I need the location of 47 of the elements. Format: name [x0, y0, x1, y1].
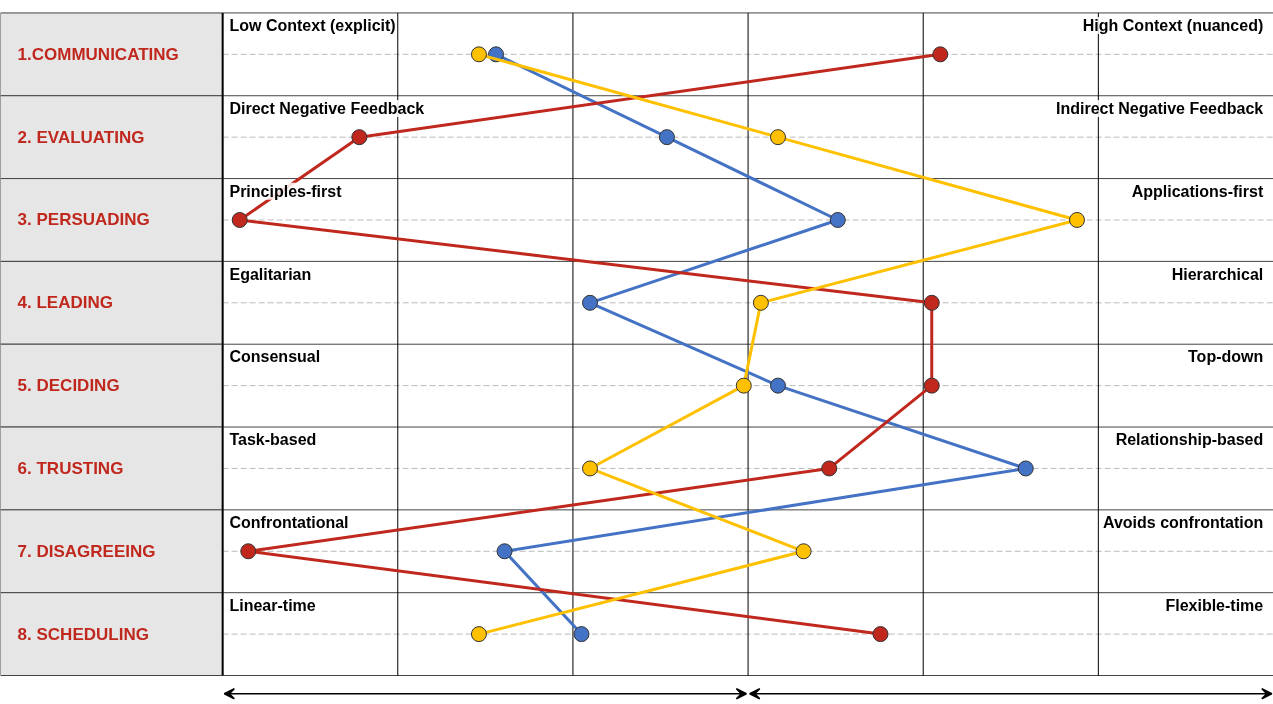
y-tick-label: 3. PERSUADING	[17, 210, 150, 230]
point	[821, 460, 838, 477]
text: Flexible-time	[1165, 596, 1264, 614]
annotation: Indirect Negative Feedback	[1056, 99, 1264, 117]
y-tick-label: 4. LEADING	[17, 293, 113, 313]
annotation: Low Context (explicit)	[229, 17, 396, 35]
y-tick-label: 8. SCHEDULING	[17, 624, 149, 644]
y-tick-label: 6. TRUSTING	[17, 458, 124, 478]
point	[769, 377, 786, 394]
text: Top-down	[1188, 348, 1264, 366]
annotation: Task-based	[229, 431, 317, 449]
point	[923, 294, 940, 311]
point	[795, 543, 812, 560]
point	[573, 626, 590, 643]
point	[1017, 460, 1034, 477]
text: Avoids confrontation	[1102, 514, 1264, 532]
point	[496, 543, 513, 560]
point	[872, 626, 889, 643]
annotation: Principles-first	[229, 182, 343, 200]
text: Hierarchical	[1171, 265, 1264, 283]
point	[470, 46, 487, 63]
point	[470, 626, 487, 643]
y-tick-label: 7. DISAGREEING	[17, 541, 156, 561]
y-tick-label: 1.COMMUNICATING	[17, 44, 179, 64]
point	[351, 129, 368, 146]
y-tick-label: 5. DECIDING	[17, 376, 120, 396]
point	[240, 543, 257, 560]
point	[735, 377, 752, 394]
point	[923, 377, 940, 394]
text: Relationship-based	[1115, 431, 1264, 449]
point	[582, 294, 599, 311]
annotation: Egalitarian	[229, 265, 312, 283]
point	[582, 460, 599, 477]
text: High Context (nuanced)	[1082, 17, 1264, 35]
point	[769, 129, 786, 146]
point	[231, 212, 248, 228]
point	[752, 294, 769, 311]
point	[829, 212, 846, 228]
annotation: Direct Negative Feedback	[229, 99, 425, 117]
annotation: Linear-time	[229, 596, 316, 614]
point	[1069, 212, 1085, 228]
annotation: Consensual	[229, 348, 321, 366]
annotation: Confrontational	[229, 514, 349, 532]
point	[932, 46, 949, 63]
y-tick-label: 2. EVALUATING	[17, 127, 145, 147]
text: Applications-first	[1131, 182, 1264, 200]
point	[658, 129, 675, 146]
